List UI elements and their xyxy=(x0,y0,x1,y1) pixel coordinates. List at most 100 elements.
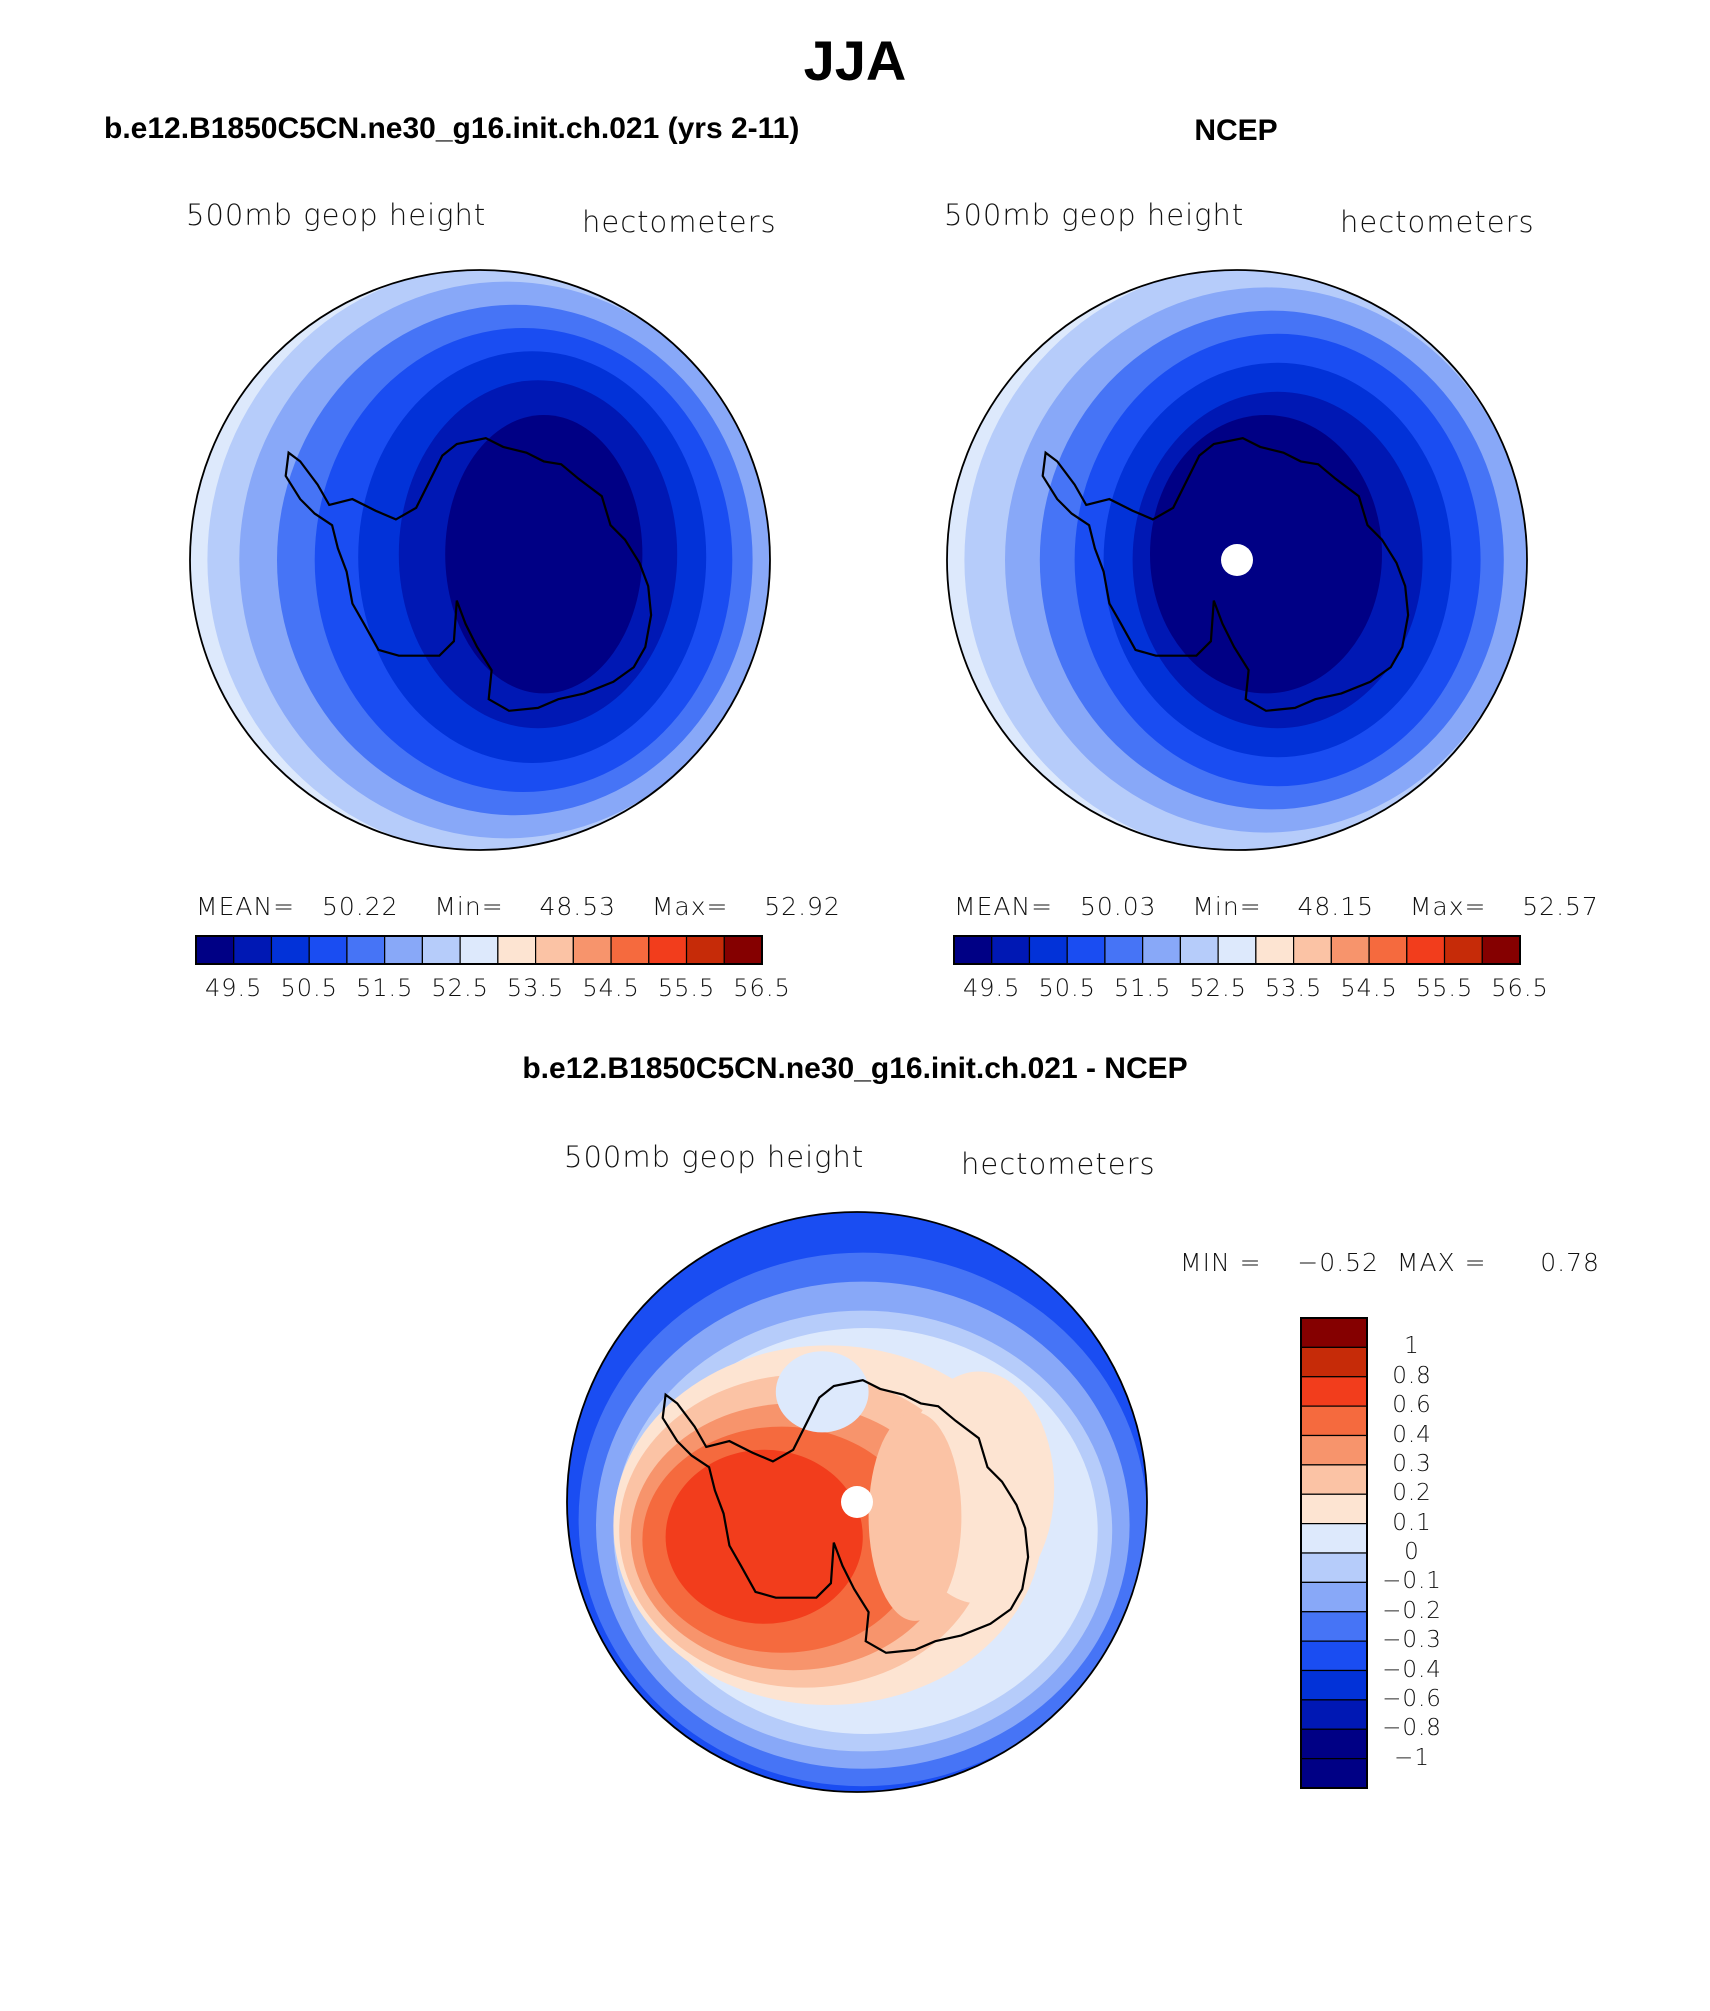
panel3-colorbar-tick: 0.1 xyxy=(1392,1509,1432,1536)
panel2-map xyxy=(946,269,1528,851)
panel3-colorbar-box xyxy=(1300,1493,1368,1525)
panel1-colorbar-box xyxy=(723,935,763,965)
panel1-mean-label: MEAN= xyxy=(196,892,296,921)
panel3-stats: MIN = −0.52 MAX = 0.78 xyxy=(1180,1248,1600,1277)
panel3-map xyxy=(566,1211,1148,1793)
panel1-colorbar-box xyxy=(459,935,499,965)
panel2-colorbar xyxy=(953,935,1521,965)
panel1-coastline xyxy=(284,437,653,712)
panel1-variable-label: 500mb geop height xyxy=(186,198,487,232)
panel3-colorbar-box xyxy=(1300,1669,1368,1701)
panel3-colorbar-tick: 0 xyxy=(1404,1539,1420,1565)
panel3-title: b.e12.B1850C5CN.ne30_g16.init.ch.021 - N… xyxy=(522,1052,1188,1085)
panel2-variable-label: 500mb geop height xyxy=(944,198,1245,232)
panel1-colorbar-box xyxy=(648,935,688,965)
panel3-colorbar-tick: −0.8 xyxy=(1382,1715,1442,1742)
panel2-map-border xyxy=(946,269,1528,851)
panel1-colorbar-tick: 52.5 xyxy=(431,974,489,1002)
panel3-colorbar-tick: 0.4 xyxy=(1392,1421,1432,1448)
panel3-max-label: MAX = xyxy=(1396,1248,1487,1277)
panel2-colorbar-box xyxy=(991,935,1031,965)
panel1-stats: MEAN= 50.22 Min= 48.53 Max= 52.92 xyxy=(196,892,841,921)
panel3-colorbar-box xyxy=(1300,1317,1368,1348)
panel3-units-label: hectometers xyxy=(961,1147,1156,1181)
panel3-min-value: −0.52 xyxy=(1297,1248,1379,1277)
panel2-colorbar-box xyxy=(1066,935,1106,965)
panel2-colorbar-box xyxy=(1292,935,1332,965)
panel3-colorbar-box xyxy=(1300,1346,1368,1378)
panel1-map xyxy=(189,269,771,851)
panel2-units-label: hectometers xyxy=(1340,205,1535,239)
panel3-colorbar-tick: 0.3 xyxy=(1392,1450,1432,1477)
panel1-colorbar-tick: 50.5 xyxy=(280,974,338,1002)
panel3-map-border xyxy=(566,1211,1148,1793)
panel2-colorbar-tick: 56.5 xyxy=(1491,974,1549,1002)
panel3-colorbar-box xyxy=(1300,1640,1368,1672)
panel2-colorbar-tick: 55.5 xyxy=(1415,974,1474,1002)
panel2-stats: MEAN= 50.03 Min= 48.15 Max= 52.57 xyxy=(954,892,1599,921)
panel1-max-label: Max= xyxy=(651,892,729,921)
panel1-colorbar-box xyxy=(233,935,273,965)
panel1-map-border xyxy=(189,269,771,851)
panel3-colorbar-tick: −0.3 xyxy=(1382,1627,1442,1654)
panel3-colorbar-box xyxy=(1300,1581,1368,1613)
panel2-colorbar-tick: 53.5 xyxy=(1264,974,1323,1002)
panel1-colorbar xyxy=(195,935,763,965)
panel1-colorbar-box xyxy=(534,935,574,965)
panel2-colorbar-tick: 54.5 xyxy=(1340,974,1398,1002)
panel2-coastline xyxy=(1041,437,1410,712)
panel1-colorbar-tick: 53.5 xyxy=(506,974,565,1002)
panel3-variable-label: 500mb geop height xyxy=(564,1140,865,1174)
panel3-colorbar-tick: −0.1 xyxy=(1382,1568,1442,1595)
panel2-colorbar-tick: 50.5 xyxy=(1038,974,1096,1002)
panel3-colorbar-box xyxy=(1300,1699,1368,1730)
panel2-colorbar-box xyxy=(1443,935,1483,965)
panel1-colorbar-tick: 55.5 xyxy=(657,974,716,1002)
panel3-colorbar-box xyxy=(1300,1728,1368,1760)
panel2-colorbar-tick: 52.5 xyxy=(1189,974,1247,1002)
panel3-colorbar-tick: −1 xyxy=(1394,1744,1430,1771)
panel1-colorbar-box xyxy=(421,935,461,965)
panel2-colorbar-box xyxy=(1368,935,1408,965)
panel2-colorbar-box xyxy=(1330,935,1370,965)
panel3-colorbar-tick: −0.4 xyxy=(1382,1656,1442,1683)
panel1-colorbar-box xyxy=(610,935,650,965)
panel2-title: NCEP xyxy=(1194,114,1278,147)
panel1-units-label: hectometers xyxy=(582,205,777,239)
panel1-min-value: 48.53 xyxy=(539,892,617,921)
panel3-colorbar-box xyxy=(1300,1405,1368,1437)
panel3-colorbar-box xyxy=(1300,1523,1368,1554)
panel3-colorbar-box xyxy=(1300,1552,1368,1583)
panel3-colorbar-box xyxy=(1300,1611,1368,1642)
panel3-min-label: MIN = xyxy=(1180,1248,1262,1277)
panel1-colorbar-box xyxy=(346,935,386,965)
panel2-colorbar-tick: 51.5 xyxy=(1113,974,1172,1002)
panel3-colorbar-tick: −0.6 xyxy=(1382,1685,1442,1712)
panel3-colorbar-box xyxy=(1300,1434,1368,1466)
panel1-colorbar-tick: 54.5 xyxy=(582,974,640,1002)
panel3-pole-marker xyxy=(841,1486,873,1518)
panel1-colorbar-tick: 51.5 xyxy=(355,974,414,1002)
panel3-colorbar-tick: 0.2 xyxy=(1392,1480,1432,1507)
panel1-colorbar-box xyxy=(572,935,612,965)
panel1-colorbar-box xyxy=(384,935,423,965)
panel3-contour-band xyxy=(665,1449,863,1624)
panel3-colorbar-box xyxy=(1300,1464,1368,1495)
panel3-coastline xyxy=(661,1379,1030,1654)
panel3-colorbar xyxy=(1300,1317,1368,1789)
panel1-mean-value: 50.22 xyxy=(321,892,399,921)
panel2-mean-label: MEAN= xyxy=(954,892,1054,921)
panel1-colorbar-box xyxy=(685,935,725,965)
panel2-colorbar-box xyxy=(1481,935,1521,965)
panel3-contour-band xyxy=(775,1351,869,1433)
panel2-min-value: 48.15 xyxy=(1297,892,1375,921)
panel2-colorbar-box xyxy=(1217,935,1257,965)
panel2-colorbar-box xyxy=(1142,935,1181,965)
panel1-colorbar-box xyxy=(270,935,310,965)
panel3-colorbar-tick: 0.6 xyxy=(1392,1392,1432,1419)
panel2-max-label: Max= xyxy=(1409,892,1487,921)
page-title: JJA xyxy=(803,29,907,92)
panel1-colorbar-box xyxy=(497,935,537,965)
panel2-colorbar-box xyxy=(1104,935,1144,965)
panel2-colorbar-box xyxy=(1406,935,1446,965)
